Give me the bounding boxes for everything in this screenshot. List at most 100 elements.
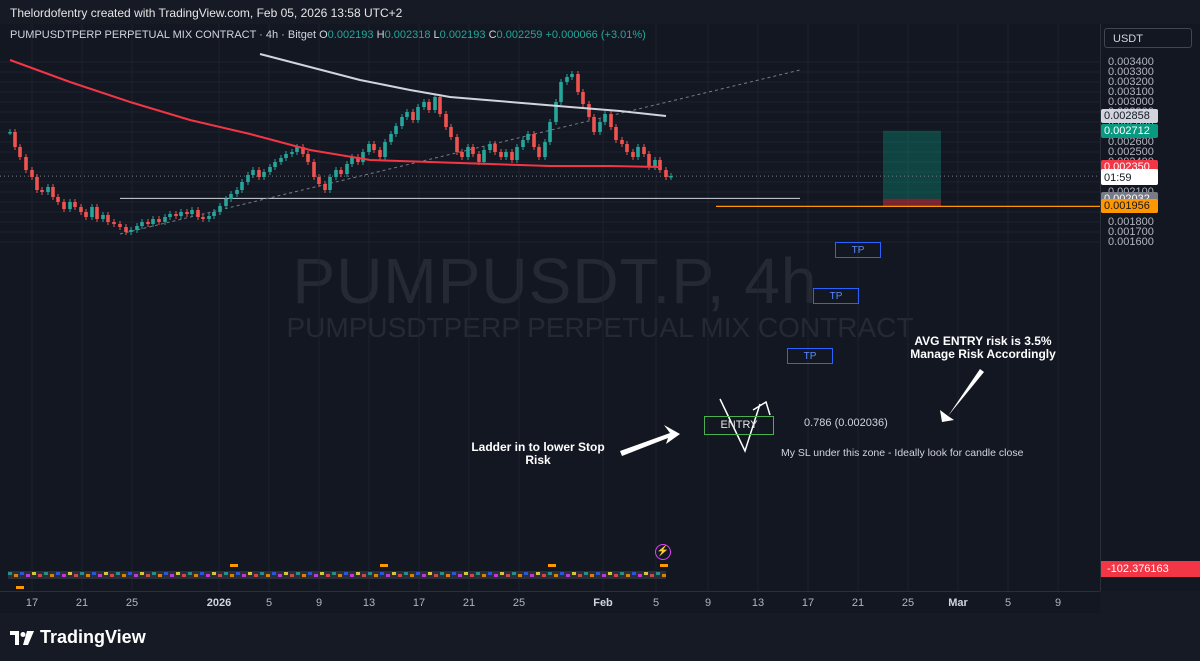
oscillator-mark — [542, 574, 546, 577]
candle-body — [537, 147, 541, 157]
candle-body — [146, 222, 150, 224]
candle-body — [235, 190, 239, 194]
oscillator-mark — [452, 572, 456, 575]
oscillator-mark — [302, 574, 306, 577]
time-tick: 5 — [265, 597, 273, 609]
oscillator-mark — [344, 572, 348, 575]
candle-body — [251, 170, 255, 175]
candle-body — [438, 97, 442, 114]
time-tick: 13 — [362, 597, 376, 609]
oscillator-mark — [476, 572, 480, 575]
profit-zone — [883, 130, 941, 199]
oscillator-mark — [662, 574, 666, 577]
candle-body — [262, 172, 266, 177]
candle-body — [482, 150, 486, 162]
oscillator-mark — [572, 572, 576, 575]
tp-box-1[interactable]: TP — [835, 242, 881, 258]
oscillator-mark — [494, 574, 498, 577]
tradingview-logo-icon — [10, 630, 34, 645]
legend-close: 0.002259 — [496, 29, 543, 41]
candle-body — [212, 212, 216, 216]
legend-change: +0.000066 (+3.01%) — [545, 29, 646, 41]
entry-box[interactable]: ENTRY — [704, 416, 774, 435]
candle-body — [301, 147, 305, 154]
candle-body — [658, 160, 662, 170]
oscillator-mark — [188, 572, 192, 575]
candle-body — [411, 112, 415, 120]
candle-body — [224, 199, 228, 206]
avg-risk-note-2: Manage Risk Accordingly — [910, 347, 1056, 361]
oscillator-mark — [68, 572, 72, 575]
time-tick: 25 — [125, 597, 139, 609]
oscillator-signal — [230, 564, 238, 567]
oscillator-mark — [548, 572, 552, 575]
legend-low: 0.002193 — [439, 29, 486, 41]
oscillator-mark — [656, 572, 660, 575]
oscillator-mark — [362, 574, 366, 577]
oscillator-mark — [428, 572, 432, 575]
candle-body — [62, 202, 66, 209]
candle-body — [664, 170, 668, 177]
oscillator-mark — [464, 572, 468, 575]
oscillator-mark — [32, 572, 36, 575]
time-tick: 17 — [25, 597, 39, 609]
price-plot[interactable] — [0, 24, 1100, 591]
price-tick: 0.001600 — [1108, 236, 1154, 248]
time-tick: 25 — [901, 597, 915, 609]
risk-zone — [883, 198, 941, 207]
oscillator-mark — [38, 574, 42, 577]
candle-body — [576, 74, 580, 92]
oscillator-signal — [660, 564, 668, 567]
candle-body — [174, 214, 178, 216]
candle-body — [598, 122, 602, 132]
oscillator-mark — [488, 572, 492, 575]
oscillator-mark — [386, 574, 390, 577]
oscillator-mark — [224, 572, 228, 575]
candle-body — [18, 147, 22, 157]
credit-text: Thelordofentry created with TradingView.… — [10, 6, 403, 20]
candle-body — [95, 207, 99, 219]
tp-box-3[interactable]: TP — [787, 348, 833, 364]
oscillator-mark — [398, 574, 402, 577]
oscillator-mark — [584, 572, 588, 575]
time-tick: 2026 — [206, 597, 232, 609]
oscillator-mark — [74, 574, 78, 577]
oscillator-mark — [296, 572, 300, 575]
price-tick: 0.001800 — [1108, 216, 1154, 228]
oscillator-mark — [272, 572, 276, 575]
projection-arrowhead — [752, 400, 771, 416]
oscillator-mark — [200, 572, 204, 575]
candle-body — [334, 170, 338, 177]
oscillator-mark — [230, 574, 234, 577]
oscillator-mark — [506, 574, 510, 577]
ema-red-line — [9, 59, 661, 168]
oscillator-mark — [380, 572, 384, 575]
time-tick: 13 — [751, 597, 765, 609]
oscillator-mark — [392, 572, 396, 575]
chart-pane[interactable]: PUMPUSDT.P, 4h PUMPUSDTPERP PERPETUAL MI… — [0, 24, 1100, 591]
oscillator-signal — [548, 564, 556, 567]
oscillator-mark — [134, 574, 138, 577]
lightning-icon[interactable]: ⚡ — [655, 544, 671, 560]
oscillator-mark — [374, 574, 378, 577]
oscillator-mark — [434, 574, 438, 577]
candle-body — [290, 152, 294, 154]
tradingview-logo[interactable]: TradingView — [10, 627, 146, 648]
currency-selector[interactable]: USDT — [1104, 28, 1192, 48]
candle-body — [229, 194, 233, 199]
oscillator-mark — [590, 574, 594, 577]
tp-box-2[interactable]: TP — [813, 288, 859, 304]
candle-body — [515, 147, 519, 160]
legend-l-label: L — [433, 29, 440, 41]
time-axis[interactable]: 17 21 25 2026 5 9 13 17 21 25 Feb 5 9 13 17 21 25 Mar 5 9 — [0, 591, 1100, 614]
legend-o-label: O — [319, 29, 328, 41]
legend-c-label: C — [488, 29, 497, 41]
candle-body — [179, 212, 183, 216]
candle-body — [405, 112, 409, 117]
oscillator-mark — [308, 572, 312, 575]
oscillator-mark — [608, 572, 612, 575]
candle-body — [284, 154, 288, 158]
oscillator-mark — [404, 572, 408, 575]
oscillator-mark — [176, 572, 180, 575]
oscillator-mark — [416, 572, 420, 575]
